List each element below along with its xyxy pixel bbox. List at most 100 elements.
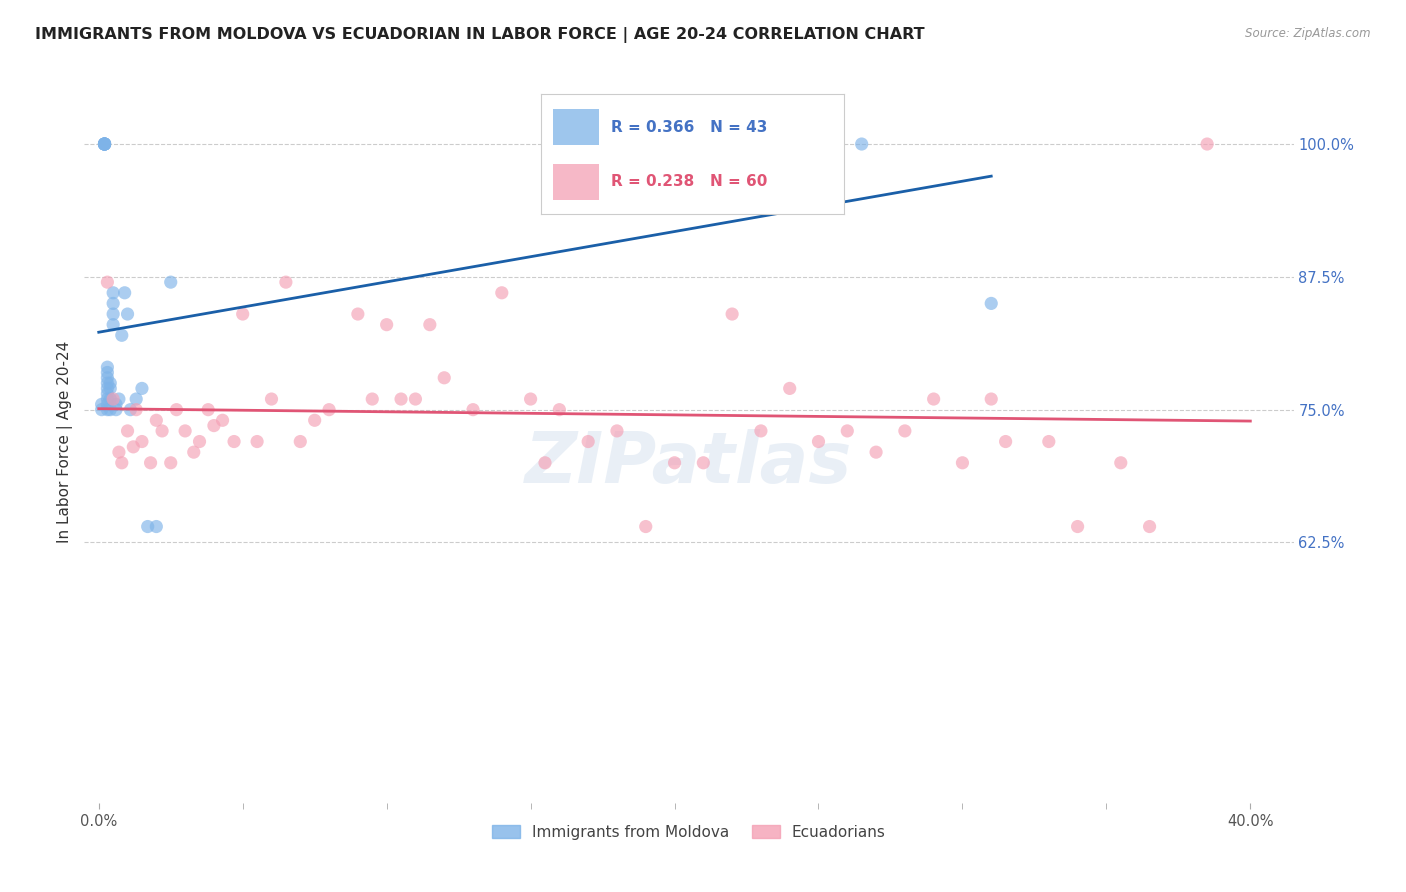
Point: [101, 392, 124, 406]
Point: [952, 456, 974, 470]
Point: [548, 402, 571, 417]
Point: [101, 318, 124, 332]
Point: [90, 402, 112, 417]
Point: [664, 136, 686, 151]
Point: [347, 307, 370, 321]
Point: [90, 397, 112, 411]
Point: [274, 275, 297, 289]
Legend: Immigrants from Moldova, Ecuadorians: Immigrants from Moldova, Ecuadorians: [486, 819, 891, 846]
FancyBboxPatch shape: [554, 163, 599, 200]
Point: [101, 285, 124, 300]
Point: [634, 519, 657, 533]
Point: [664, 456, 686, 470]
Point: [93, 136, 115, 151]
Point: [93, 136, 115, 151]
Point: [122, 440, 145, 454]
Point: [404, 392, 426, 406]
Point: [246, 434, 269, 449]
Point: [433, 371, 456, 385]
Text: R = 0.366   N = 43: R = 0.366 N = 43: [610, 120, 768, 135]
FancyBboxPatch shape: [554, 110, 599, 145]
Point: [96, 366, 118, 380]
Point: [108, 445, 131, 459]
Point: [1038, 434, 1060, 449]
Point: [145, 519, 167, 533]
Point: [922, 392, 945, 406]
Point: [108, 392, 131, 406]
Point: [749, 424, 772, 438]
Point: [692, 456, 714, 470]
Point: [98, 376, 121, 390]
Point: [131, 434, 153, 449]
Point: [807, 434, 830, 449]
Point: [202, 418, 225, 433]
Point: [290, 434, 312, 449]
Point: [174, 424, 197, 438]
Point: [534, 456, 557, 470]
Point: [232, 307, 254, 321]
Point: [125, 402, 148, 417]
Point: [114, 285, 136, 300]
Point: [1139, 519, 1161, 533]
Point: [851, 136, 873, 151]
Point: [136, 519, 159, 533]
Point: [98, 392, 121, 406]
Point: [96, 386, 118, 401]
Point: [1109, 456, 1132, 470]
Point: [980, 392, 1002, 406]
Point: [222, 434, 245, 449]
Point: [548, 136, 571, 151]
Point: [865, 445, 887, 459]
Point: [96, 360, 118, 375]
Point: [117, 307, 139, 321]
Point: [93, 136, 115, 151]
Point: [519, 392, 541, 406]
Point: [159, 275, 181, 289]
Point: [304, 413, 326, 427]
Point: [96, 275, 118, 289]
Point: [980, 296, 1002, 310]
Point: [98, 381, 121, 395]
Point: [98, 402, 121, 417]
Point: [96, 381, 118, 395]
Point: [1066, 519, 1088, 533]
Point: [139, 456, 162, 470]
Text: IMMIGRANTS FROM MOLDOVA VS ECUADORIAN IN LABOR FORCE | AGE 20-24 CORRELATION CHA: IMMIGRANTS FROM MOLDOVA VS ECUADORIAN IN…: [35, 27, 925, 43]
Point: [93, 136, 115, 151]
Point: [96, 376, 118, 390]
Point: [318, 402, 340, 417]
Point: [837, 424, 859, 438]
Point: [576, 434, 599, 449]
Point: [779, 381, 801, 395]
Point: [120, 402, 142, 417]
Point: [105, 397, 128, 411]
Point: [894, 424, 917, 438]
Point: [994, 434, 1017, 449]
Point: [389, 392, 412, 406]
Point: [96, 392, 118, 406]
Point: [101, 307, 124, 321]
Text: R = 0.238   N = 60: R = 0.238 N = 60: [610, 174, 768, 189]
Point: [461, 402, 484, 417]
Point: [117, 424, 139, 438]
Point: [159, 456, 181, 470]
Point: [260, 392, 283, 406]
Point: [188, 434, 211, 449]
Point: [96, 402, 118, 417]
Text: Source: ZipAtlas.com: Source: ZipAtlas.com: [1246, 27, 1371, 40]
Point: [211, 413, 233, 427]
Y-axis label: In Labor Force | Age 20-24: In Labor Force | Age 20-24: [58, 341, 73, 542]
Point: [111, 456, 134, 470]
Point: [125, 392, 148, 406]
Point: [419, 318, 441, 332]
Point: [105, 402, 128, 417]
Point: [111, 328, 134, 343]
Point: [145, 413, 167, 427]
Point: [166, 402, 188, 417]
Point: [150, 424, 173, 438]
Point: [96, 371, 118, 385]
Point: [93, 136, 115, 151]
Point: [93, 136, 115, 151]
Point: [93, 136, 115, 151]
Text: ZIPatlas: ZIPatlas: [526, 429, 852, 498]
